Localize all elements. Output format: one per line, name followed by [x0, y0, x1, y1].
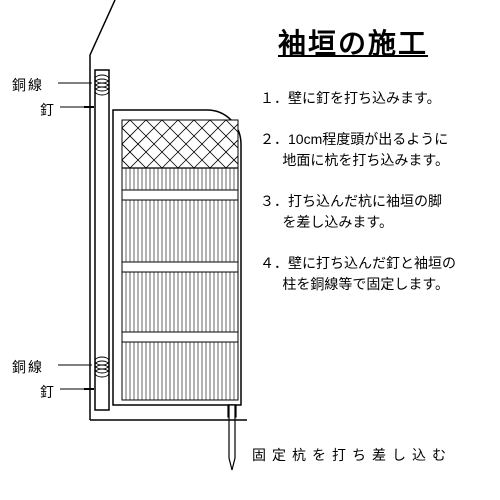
fence-diagram [0, 0, 500, 500]
